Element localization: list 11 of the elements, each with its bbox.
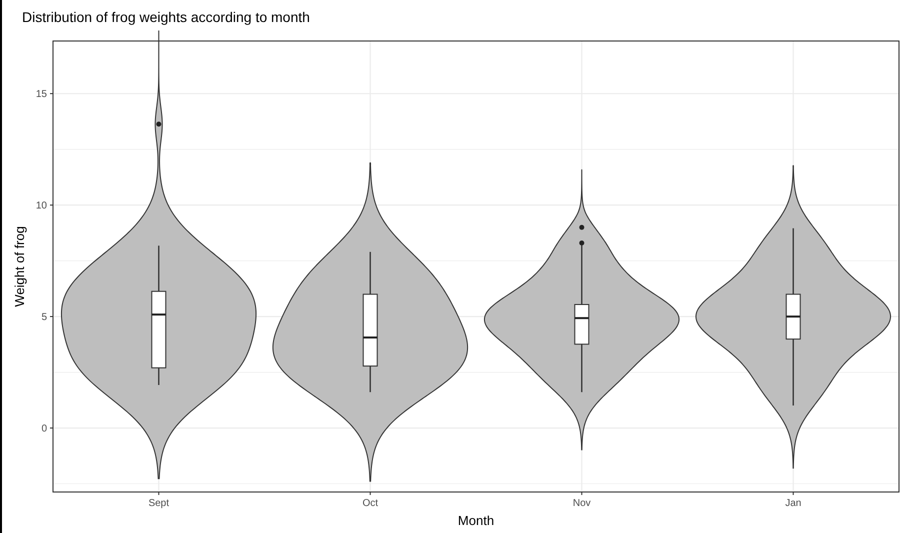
- y-axis-title: Weight of frog: [12, 226, 27, 307]
- y-tick-label: 5: [41, 312, 48, 324]
- y-tick-label: 0: [41, 424, 48, 435]
- x-tick-label: Oct: [362, 498, 378, 509]
- x-tick-label: Nov: [572, 498, 591, 509]
- y-tick-label: 15: [36, 89, 48, 100]
- x-tick-label: Sept: [148, 498, 170, 509]
- x-tick-label: Jan: [785, 498, 802, 509]
- chart-title: Distribution of frog weights according to month: [22, 9, 310, 25]
- y-tick-label: 10: [36, 200, 48, 212]
- x-axis-title: Month: [458, 513, 494, 528]
